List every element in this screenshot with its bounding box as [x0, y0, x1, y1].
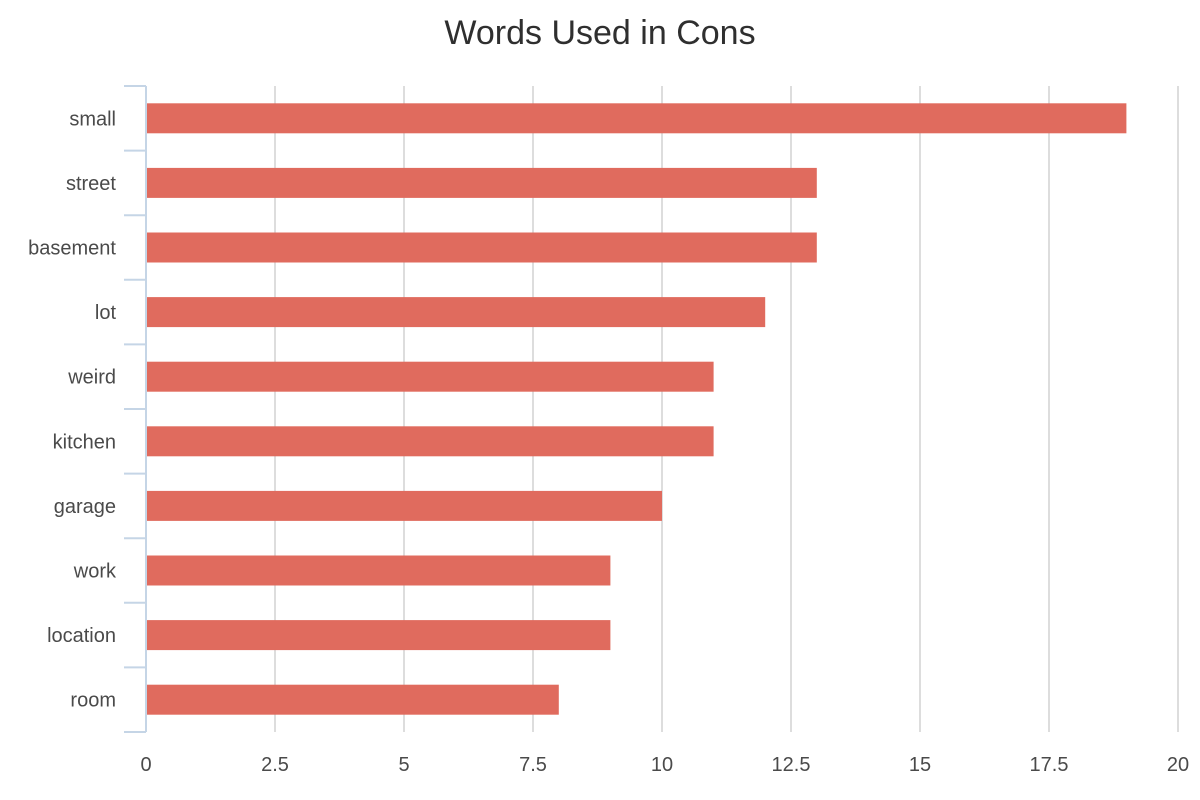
- category-label: basement: [28, 238, 116, 260]
- category-labels: small street basement lot weird kitchen garage…: [28, 108, 117, 711]
- bar-street: [146, 167, 817, 198]
- category-label: street: [66, 173, 116, 195]
- x-tick-label: 15: [909, 754, 931, 776]
- x-tick-label: 7.5: [519, 754, 547, 776]
- x-tick-label: 20: [1167, 754, 1189, 776]
- bar-basement: [146, 232, 817, 263]
- category-label: small: [69, 108, 116, 130]
- x-tick-label: 0: [140, 754, 151, 776]
- bar-location: [146, 620, 611, 651]
- category-label: lot: [95, 302, 117, 324]
- x-tick-label: 10: [651, 754, 673, 776]
- chart-title: Words Used in Cons: [444, 14, 756, 52]
- category-label: work: [73, 561, 117, 583]
- x-tick-label: 2.5: [261, 754, 289, 776]
- category-label: weird: [67, 367, 116, 389]
- y-axis: [124, 85, 147, 733]
- bar-small: [146, 103, 1127, 134]
- bar-garage: [146, 490, 662, 521]
- x-tick-label: 17.5: [1030, 754, 1069, 776]
- bar-weird: [146, 361, 714, 392]
- category-label: room: [70, 690, 116, 712]
- x-tick-label: 5: [398, 754, 409, 776]
- bars: [146, 103, 1127, 715]
- bar-work: [146, 555, 611, 586]
- bar-lot: [146, 297, 766, 328]
- category-label: garage: [54, 496, 116, 518]
- x-tick-label: 12.5: [772, 754, 811, 776]
- x-tick-labels: 0 2.5 5 7.5 10 12.5 15 17.5 20: [140, 754, 1189, 776]
- bar-room: [146, 684, 559, 715]
- category-label: kitchen: [53, 431, 116, 453]
- bar-kitchen: [146, 426, 714, 457]
- category-label: location: [47, 625, 116, 647]
